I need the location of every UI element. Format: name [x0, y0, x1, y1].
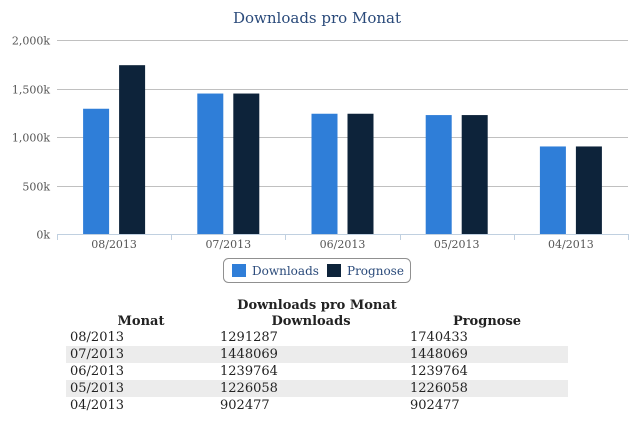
bar-downloads-1[interactable]	[197, 93, 224, 234]
x-tick-label: 07/2013	[205, 238, 251, 251]
cell-downloads: 1239764	[220, 364, 278, 379]
cell-monat: 05/2013	[66, 380, 216, 397]
bar-downloads-0[interactable]	[83, 108, 110, 234]
x-tick-label: 05/2013	[434, 238, 480, 251]
table-row: 08/2013 1291287 1740433	[66, 329, 568, 346]
legend-label-prognose[interactable]: Prognose	[347, 264, 404, 278]
x-tick-label: 04/2013	[548, 238, 594, 251]
header-downloads: Downloads	[271, 314, 351, 329]
bar-prognose-4[interactable]	[575, 146, 602, 234]
cell-prognose: 1239764	[410, 364, 468, 379]
table-row: 04/2013 902477 902477	[66, 397, 568, 414]
cell-monat: 04/2013	[70, 398, 125, 413]
bar-chart: Downloads pro Monat 0k 500k 1,000k 1,500k 2,…	[12, 9, 629, 283]
cell-monat: 07/2013	[66, 346, 216, 363]
y-tick-label: 0k	[36, 229, 50, 242]
cell-downloads: 1291287	[220, 330, 278, 345]
header-prognose: Prognose	[452, 314, 522, 329]
legend-label-downloads[interactable]: Downloads	[252, 264, 319, 278]
bar-prognose-1[interactable]	[233, 93, 260, 234]
bar-prognose-0[interactable]	[119, 65, 146, 234]
data-table: Monat Downloads Prognose 08/2013 1291287…	[66, 314, 568, 414]
cell-monat: 06/2013	[70, 364, 125, 379]
cell-downloads: 902477	[220, 398, 270, 413]
cell-prognose: 1226058	[406, 380, 568, 397]
y-tick-label: 1,000k	[12, 132, 50, 145]
cell-prognose: 1740433	[410, 330, 468, 345]
chart-legend: Downloads Prognose	[223, 258, 411, 283]
cell-monat: 08/2013	[70, 330, 125, 345]
table-row: 07/2013 1448069 1448069	[66, 346, 568, 363]
cell-downloads: 1226058	[216, 380, 406, 397]
cell-prognose: 1448069	[406, 346, 568, 363]
bar-prognose-2[interactable]	[347, 113, 374, 234]
bar-prognose-3[interactable]	[461, 115, 488, 234]
bar-downloads-4[interactable]	[539, 146, 566, 234]
y-tick-label: 1,500k	[12, 84, 50, 97]
cell-prognose: 902477	[410, 398, 460, 413]
y-tick-label: 2,000k	[12, 35, 50, 48]
chart-title: Downloads pro Monat	[233, 9, 401, 27]
table-row: 05/2013 1226058 1226058	[66, 380, 568, 397]
y-tick-label: 500k	[22, 181, 50, 194]
header-monat: Monat	[117, 314, 165, 329]
bar-downloads-2[interactable]	[311, 113, 338, 234]
table-caption: Downloads pro Monat	[237, 298, 397, 313]
bar-downloads-3[interactable]	[425, 115, 452, 234]
legend-swatch-prognose[interactable]	[327, 264, 341, 277]
table-header-row: Monat Downloads Prognose	[66, 314, 568, 329]
legend-box	[223, 258, 411, 283]
x-tick-label: 06/2013	[320, 238, 366, 251]
data-table-section: Downloads pro Monat Monat Downloads Prog…	[66, 298, 568, 414]
cell-downloads: 1448069	[216, 346, 406, 363]
legend-swatch-downloads[interactable]	[232, 264, 246, 277]
x-tick-label: 08/2013	[91, 238, 137, 251]
table-row: 06/2013 1239764 1239764	[66, 363, 568, 380]
